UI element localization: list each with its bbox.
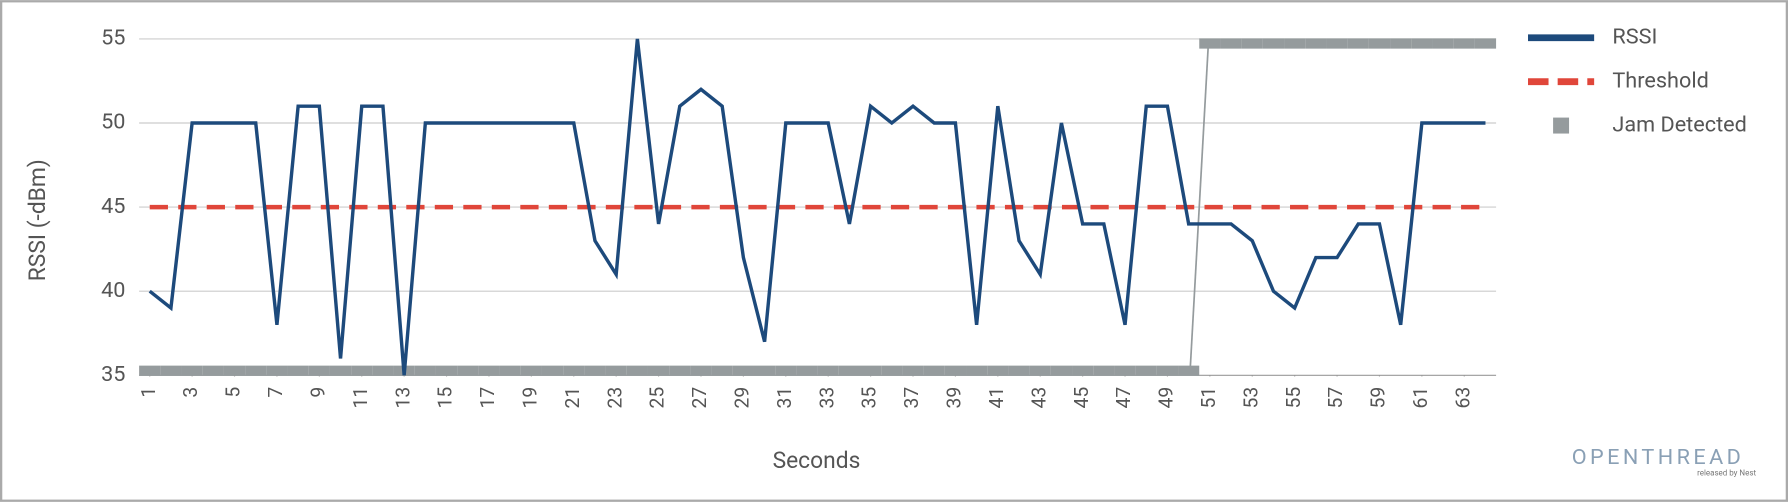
x-tick-label: 61 bbox=[1409, 387, 1432, 409]
x-tick-label: 11 bbox=[349, 387, 372, 409]
x-tick-label: 7 bbox=[264, 387, 287, 398]
x-tick-label: 59 bbox=[1367, 387, 1390, 409]
y-tick-label: 55 bbox=[101, 26, 125, 51]
x-tick-label: 49 bbox=[1155, 387, 1178, 409]
x-tick-label: 13 bbox=[391, 387, 414, 409]
legend-label: Threshold bbox=[1612, 68, 1708, 93]
y-axis-label: RSSI (-dBm) bbox=[24, 159, 51, 281]
x-tick-label: 17 bbox=[476, 387, 499, 409]
jam-transition bbox=[1189, 43, 1210, 371]
logo: OPENTHREAD bbox=[1572, 445, 1745, 470]
logo-tagline: released by Nest bbox=[1697, 468, 1756, 477]
legend-swatch bbox=[1553, 117, 1570, 134]
series-line bbox=[148, 38, 1486, 376]
x-tick-label: 1 bbox=[137, 387, 160, 398]
x-tick-label: 45 bbox=[1070, 387, 1093, 409]
x-tick-label: 39 bbox=[943, 387, 966, 409]
x-tick-label: 25 bbox=[646, 387, 669, 409]
x-tick-label: 55 bbox=[1282, 387, 1305, 409]
x-tick-label: 3 bbox=[179, 387, 202, 398]
x-tick-label: 51 bbox=[1197, 387, 1220, 409]
x-tick-label: 35 bbox=[858, 387, 881, 409]
x-tick-label: 33 bbox=[815, 387, 838, 409]
x-tick-label: 31 bbox=[773, 387, 796, 409]
x-tick-label: 63 bbox=[1451, 387, 1474, 409]
x-tick-label: 37 bbox=[900, 387, 923, 409]
x-tick-label: 27 bbox=[688, 387, 711, 409]
x-axis-label: Seconds bbox=[773, 447, 861, 474]
x-tick-label: 53 bbox=[1239, 387, 1262, 409]
x-tick-label: 21 bbox=[561, 387, 584, 409]
y-tick-label: 50 bbox=[101, 110, 125, 135]
x-tick-label: 19 bbox=[518, 387, 541, 409]
x-tick-label: 47 bbox=[1112, 387, 1135, 409]
x-tick-label: 23 bbox=[603, 387, 626, 409]
x-tick-label: 5 bbox=[222, 387, 245, 398]
legend-label: RSSI bbox=[1612, 24, 1657, 49]
x-tick-label: 41 bbox=[985, 387, 1008, 409]
x-tick-label: 43 bbox=[1027, 387, 1050, 409]
y-tick-label: 35 bbox=[101, 362, 125, 387]
x-tick-label: 9 bbox=[306, 387, 329, 398]
y-tick-label: 40 bbox=[101, 278, 125, 303]
x-tick-label: 15 bbox=[434, 387, 457, 409]
y-tick-label: 45 bbox=[101, 194, 125, 219]
x-tick-label: 57 bbox=[1324, 387, 1347, 409]
legend-label: Jam Detected bbox=[1612, 112, 1746, 137]
x-tick-label: 29 bbox=[731, 387, 754, 409]
